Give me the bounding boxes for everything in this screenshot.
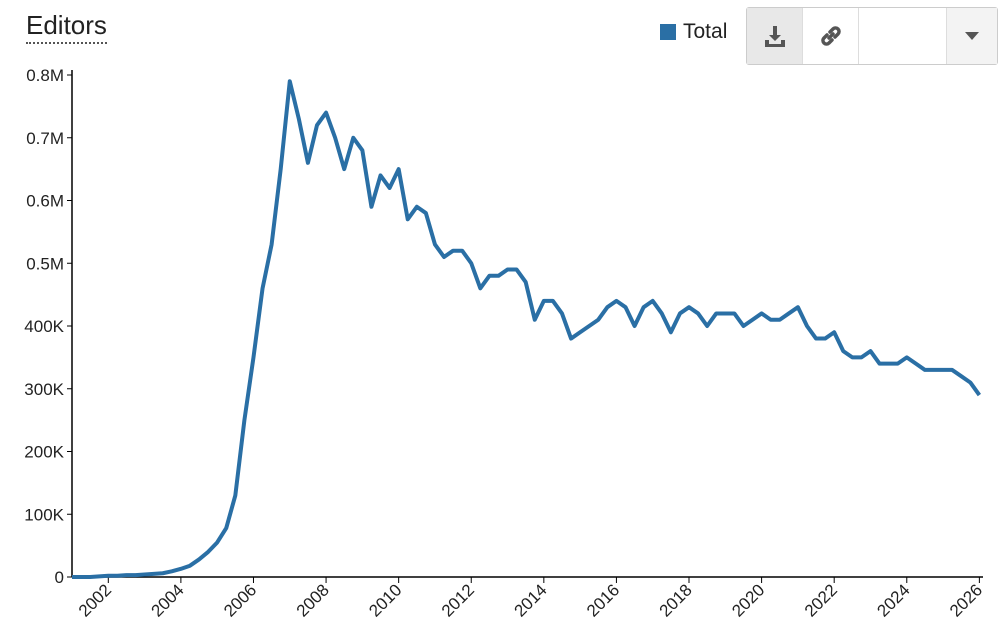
x-tick-label: 2024 bbox=[873, 580, 913, 620]
y-tick-label: 400K bbox=[24, 317, 64, 336]
x-tick-label: 2026 bbox=[946, 580, 986, 620]
y-tick-label: 0.8M bbox=[26, 66, 64, 85]
link-icon bbox=[820, 26, 841, 46]
legend-swatch bbox=[660, 24, 676, 40]
y-tick-label: 0.6M bbox=[26, 192, 64, 211]
legend-label: Total bbox=[683, 20, 728, 43]
caret-icon bbox=[965, 32, 979, 40]
x-tick-label: 2016 bbox=[583, 580, 623, 620]
chart-title: Editors bbox=[26, 10, 107, 44]
legend[interactable]: Total bbox=[660, 20, 727, 44]
y-tick-label: 0.5M bbox=[26, 254, 64, 273]
toolbar bbox=[746, 7, 998, 65]
dropdown-button[interactable] bbox=[947, 8, 997, 64]
x-tick-label: 2002 bbox=[75, 580, 115, 620]
select-box[interactable] bbox=[859, 8, 947, 64]
download-button[interactable] bbox=[747, 8, 803, 64]
line bbox=[72, 79, 981, 579]
y-tick-label: 200K bbox=[24, 443, 64, 462]
x-tick-label: 2006 bbox=[220, 580, 260, 620]
x-tick-label: 2004 bbox=[148, 580, 188, 620]
x-tick-label: 2012 bbox=[438, 580, 478, 620]
y-tick-label: 0 bbox=[55, 568, 64, 587]
y-tick-label: 100K bbox=[24, 505, 64, 524]
x-tick-label: 2018 bbox=[656, 580, 696, 620]
x-tick-label: 2020 bbox=[728, 580, 768, 620]
link-button[interactable] bbox=[803, 8, 859, 64]
download-icon bbox=[764, 26, 785, 47]
x-tick-label: 2010 bbox=[365, 580, 405, 620]
x-tick-label: 2014 bbox=[510, 580, 550, 620]
x-tick-label: 2008 bbox=[293, 580, 333, 620]
y-tick-label: 0.7M bbox=[26, 129, 64, 148]
y-tick-label: 300K bbox=[24, 380, 64, 399]
x-tick-label: 2022 bbox=[801, 580, 841, 620]
